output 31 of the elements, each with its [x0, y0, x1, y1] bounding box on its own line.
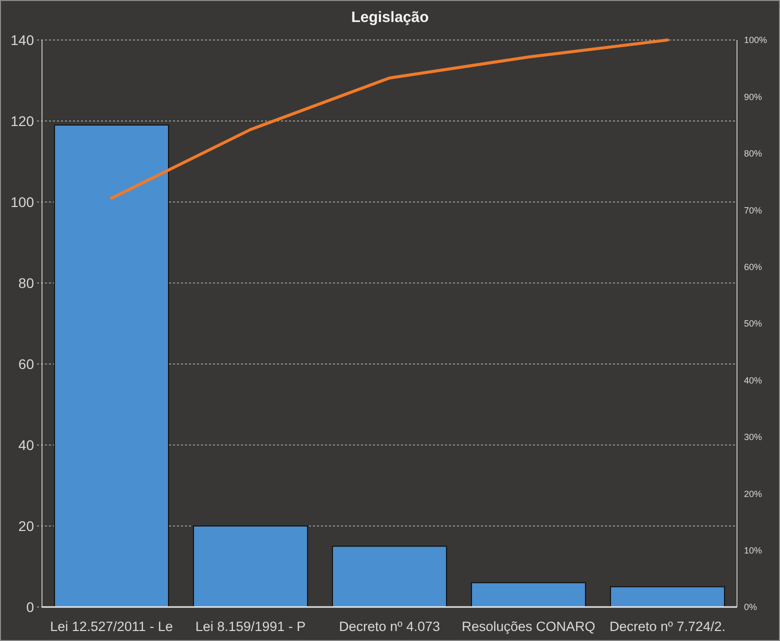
y-tick-label: 0: [26, 598, 34, 615]
bar: [193, 526, 308, 608]
x-tick-label: Decreto nº 4.073: [339, 619, 440, 634]
y2-tick-label: 20%: [744, 488, 762, 499]
y2-tick-label: 40%: [744, 375, 762, 386]
y-tick-label: 60: [18, 356, 34, 372]
y2-tick-label: 70%: [744, 205, 762, 216]
bar: [471, 582, 586, 608]
y2-tick-label: 0%: [744, 602, 758, 612]
chart-title: Legislação: [351, 9, 429, 26]
x-tick-label: Lei 8.159/1991 - P: [195, 619, 306, 634]
y2-tick-label: 90%: [744, 92, 762, 102]
x-tick-label: Decreto nº 7.724/2.: [609, 619, 726, 634]
y-tick-label: 80: [18, 274, 34, 291]
bar: [54, 124, 169, 608]
x-tick-label: Resoluções CONARQ: [462, 619, 596, 634]
x-tick-label: Lei 12.527/2011 - Le: [50, 619, 173, 634]
y-tick-label: 120: [10, 112, 34, 129]
y-tick-label: 140: [10, 32, 34, 48]
line-series: [110, 38, 669, 200]
bar: [332, 546, 447, 608]
y2-tick-label: 50%: [744, 318, 762, 329]
y-tick-label: 100: [10, 194, 34, 210]
y2-tick-label: 80%: [744, 148, 762, 159]
y2-tick-label: 60%: [744, 262, 762, 272]
y-tick-label: 20: [18, 518, 34, 534]
y2-tick-label: 100%: [744, 35, 768, 46]
y2-tick-label: 30%: [744, 432, 762, 442]
y2-tick-label: 10%: [744, 545, 762, 556]
y-tick-label: 40: [18, 436, 34, 453]
bar: [610, 586, 725, 608]
